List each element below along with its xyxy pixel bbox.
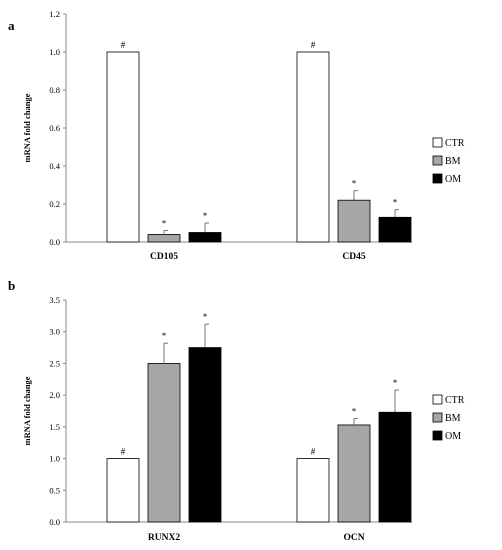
y-axis-label: mRNA fold change xyxy=(22,93,32,162)
bar xyxy=(296,458,330,523)
chart-panel-b: b 0.0 0.5 1.0 1.5 2.0 2.5 3.0 3.5 mRNA fold chang… xyxy=(8,278,465,543)
y-tick-label: 1.0 xyxy=(49,454,60,464)
bar xyxy=(188,347,222,523)
bar xyxy=(337,424,371,523)
bar xyxy=(188,232,222,243)
y-tick-label: 2.0 xyxy=(49,390,60,400)
y-tick-label: 0.0 xyxy=(49,517,60,527)
bar xyxy=(147,233,181,243)
category-label: RUNX2 xyxy=(148,533,180,543)
y-tick-label: 3.0 xyxy=(49,327,60,337)
significance-mark: # xyxy=(121,40,126,50)
bar xyxy=(337,199,371,243)
significance-mark: # xyxy=(311,447,316,457)
legend: CTR BM OM xyxy=(432,394,465,442)
bar xyxy=(378,216,412,243)
significance-mark: * xyxy=(162,219,167,229)
legend-swatch xyxy=(432,173,443,184)
significance-mark: * xyxy=(203,312,208,322)
y-tick-label: 0.2 xyxy=(49,199,60,209)
legend-label: CTR xyxy=(445,395,465,406)
y-tick-label: 2.5 xyxy=(49,358,60,368)
bar xyxy=(296,51,330,243)
y-tick-label: 0.0 xyxy=(49,237,60,247)
panel-label: b xyxy=(8,278,15,293)
legend-swatch xyxy=(432,430,443,441)
y-tick-label: 0.6 xyxy=(49,123,60,133)
significance-mark: # xyxy=(121,447,126,457)
significance-mark: * xyxy=(203,211,208,221)
legend-swatch xyxy=(432,394,443,405)
legend-swatch xyxy=(432,155,443,166)
significance-mark: * xyxy=(352,407,357,417)
legend-swatch xyxy=(432,412,443,423)
bar xyxy=(106,51,140,243)
y-tick-label: 0.8 xyxy=(49,85,60,95)
legend: CTR BM OM xyxy=(432,137,465,185)
y-tick-label: 1.2 xyxy=(49,9,60,19)
category-label: OCN xyxy=(343,533,364,543)
legend-label: OM xyxy=(445,431,461,442)
y-tick-label: 1.0 xyxy=(49,47,60,57)
y-axis-label: mRNA fold change xyxy=(22,376,32,445)
legend-label: CTR xyxy=(445,138,465,149)
bar xyxy=(378,411,412,523)
significance-mark: * xyxy=(393,378,398,388)
chart-panel-a: a 0.0 0.2 0.4 0.6 0.8 1.0 1.2 mRNA fold change # *… xyxy=(8,9,465,262)
category-label: CD45 xyxy=(342,252,365,262)
significance-mark: * xyxy=(393,198,398,208)
bar xyxy=(147,363,181,523)
bar xyxy=(106,458,140,523)
significance-mark: # xyxy=(311,40,316,50)
legend-swatch xyxy=(432,137,443,148)
legend-label: OM xyxy=(445,174,461,185)
significance-mark: * xyxy=(352,179,357,189)
y-tick-label: 3.5 xyxy=(49,295,60,305)
y-tick-label: 0.4 xyxy=(49,161,60,171)
panel-label: a xyxy=(8,18,15,33)
y-tick-label: 0.5 xyxy=(49,485,60,495)
significance-mark: * xyxy=(162,331,167,341)
category-label: CD105 xyxy=(150,252,178,262)
y-tick-label: 1.5 xyxy=(49,422,60,432)
legend-label: BM xyxy=(445,156,461,167)
legend-label: BM xyxy=(445,413,461,424)
